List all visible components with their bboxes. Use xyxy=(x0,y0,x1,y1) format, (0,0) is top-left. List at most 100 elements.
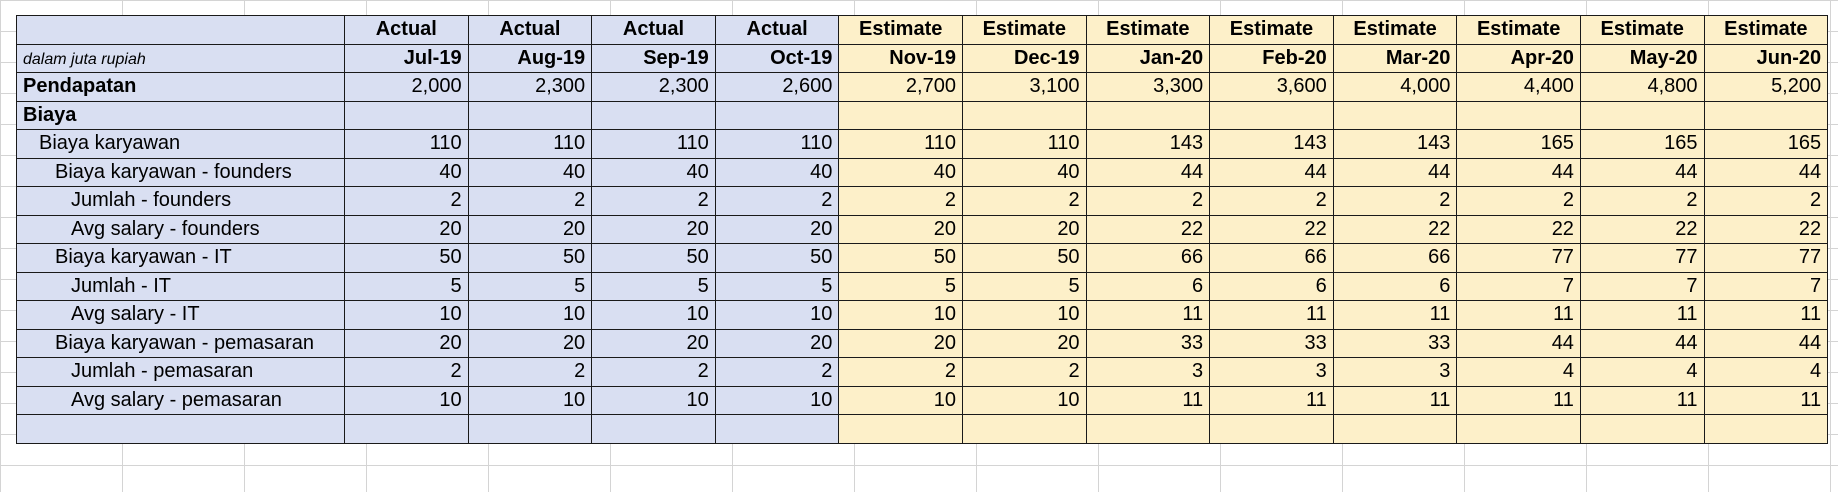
value-cell[interactable]: 2,700 xyxy=(838,72,963,102)
header-type-cell[interactable]: Actual xyxy=(344,15,469,45)
value-cell[interactable]: 11 xyxy=(1579,300,1705,330)
value-cell[interactable]: 2 xyxy=(714,186,840,216)
value-cell[interactable] xyxy=(1085,414,1211,444)
row-label-cell[interactable]: Biaya xyxy=(16,100,345,130)
value-cell[interactable]: 50 xyxy=(961,243,1087,273)
value-cell[interactable] xyxy=(467,100,593,130)
value-cell[interactable]: 3,100 xyxy=(961,72,1087,102)
value-cell[interactable]: 10 xyxy=(467,300,593,330)
value-cell[interactable]: 5 xyxy=(961,271,1087,301)
value-cell[interactable]: 44 xyxy=(1579,157,1705,187)
month-header-cell[interactable]: May-20 xyxy=(1579,43,1705,73)
row-label-cell[interactable]: Biaya karyawan - pemasaran xyxy=(16,328,345,358)
value-cell[interactable]: 5 xyxy=(838,271,963,301)
value-cell[interactable]: 110 xyxy=(591,129,716,159)
unit-note-cell[interactable]: dalam juta rupiah xyxy=(16,43,345,73)
value-cell[interactable]: 143 xyxy=(1332,129,1458,159)
value-cell[interactable]: 50 xyxy=(591,243,716,273)
value-cell[interactable] xyxy=(714,414,840,444)
value-cell[interactable]: 40 xyxy=(838,157,963,187)
value-cell[interactable]: 165 xyxy=(1579,129,1705,159)
value-cell[interactable]: 10 xyxy=(591,385,716,415)
month-header-cell[interactable]: Jan-20 xyxy=(1085,43,1211,73)
value-cell[interactable]: 2 xyxy=(1209,186,1334,216)
value-cell[interactable] xyxy=(838,100,963,130)
value-cell[interactable]: 3 xyxy=(1085,357,1211,387)
row-label-cell[interactable]: Avg salary - IT xyxy=(16,300,345,330)
month-header-cell[interactable]: Feb-20 xyxy=(1209,43,1334,73)
value-cell[interactable]: 2 xyxy=(344,357,469,387)
value-cell[interactable]: 20 xyxy=(961,328,1087,358)
row-label-cell[interactable]: Biaya karyawan - IT xyxy=(16,243,345,273)
value-cell[interactable]: 20 xyxy=(591,214,716,244)
value-cell[interactable]: 5 xyxy=(344,271,469,301)
value-cell[interactable] xyxy=(1332,100,1458,130)
header-corner-cell[interactable] xyxy=(16,15,345,45)
value-cell[interactable]: 50 xyxy=(344,243,469,273)
value-cell[interactable] xyxy=(591,414,716,444)
header-type-cell[interactable]: Actual xyxy=(467,15,593,45)
value-cell[interactable]: 5 xyxy=(467,271,593,301)
value-cell[interactable]: 20 xyxy=(467,214,593,244)
month-header-cell[interactable]: Dec-19 xyxy=(961,43,1087,73)
value-cell[interactable]: 6 xyxy=(1332,271,1458,301)
value-cell[interactable]: 10 xyxy=(961,300,1087,330)
value-cell[interactable]: 11 xyxy=(1209,385,1334,415)
value-cell[interactable]: 20 xyxy=(467,328,593,358)
value-cell[interactable]: 10 xyxy=(714,300,840,330)
value-cell[interactable]: 10 xyxy=(838,300,963,330)
value-cell[interactable]: 11 xyxy=(1456,385,1581,415)
value-cell[interactable]: 40 xyxy=(467,157,593,187)
value-cell[interactable]: 10 xyxy=(344,385,469,415)
value-cell[interactable] xyxy=(591,100,716,130)
month-header-cell[interactable]: Nov-19 xyxy=(838,43,963,73)
value-cell[interactable] xyxy=(961,414,1087,444)
value-cell[interactable]: 2 xyxy=(1703,186,1829,216)
value-cell[interactable]: 11 xyxy=(1332,300,1458,330)
value-cell[interactable]: 110 xyxy=(961,129,1087,159)
value-cell[interactable]: 10 xyxy=(344,300,469,330)
value-cell[interactable] xyxy=(1209,414,1334,444)
header-type-cell[interactable]: Estimate xyxy=(1703,15,1829,45)
value-cell[interactable]: 44 xyxy=(1085,157,1211,187)
value-cell[interactable]: 66 xyxy=(1085,243,1211,273)
header-type-cell[interactable]: Estimate xyxy=(1456,15,1581,45)
header-type-cell[interactable]: Estimate xyxy=(961,15,1087,45)
value-cell[interactable]: 40 xyxy=(591,157,716,187)
value-cell[interactable]: 20 xyxy=(714,328,840,358)
value-cell[interactable] xyxy=(1703,414,1829,444)
value-cell[interactable]: 165 xyxy=(1703,129,1829,159)
value-cell[interactable]: 11 xyxy=(1703,300,1829,330)
value-cell[interactable]: 2 xyxy=(591,186,716,216)
value-cell[interactable]: 11 xyxy=(1085,385,1211,415)
month-header-cell[interactable]: Jun-20 xyxy=(1703,43,1829,73)
value-cell[interactable]: 40 xyxy=(714,157,840,187)
header-type-cell[interactable]: Estimate xyxy=(1209,15,1334,45)
value-cell[interactable]: 66 xyxy=(1332,243,1458,273)
value-cell[interactable] xyxy=(1456,414,1581,444)
value-cell[interactable]: 20 xyxy=(714,214,840,244)
value-cell[interactable]: 2,600 xyxy=(714,72,840,102)
value-cell[interactable]: 2 xyxy=(838,357,963,387)
month-header-cell[interactable]: Aug-19 xyxy=(467,43,593,73)
value-cell[interactable]: 44 xyxy=(1209,157,1334,187)
value-cell[interactable] xyxy=(1703,100,1829,130)
value-cell[interactable]: 110 xyxy=(467,129,593,159)
value-cell[interactable]: 44 xyxy=(1456,157,1581,187)
month-header-cell[interactable]: Apr-20 xyxy=(1456,43,1581,73)
header-type-cell[interactable]: Actual xyxy=(714,15,840,45)
value-cell[interactable]: 33 xyxy=(1332,328,1458,358)
month-header-cell[interactable]: Sep-19 xyxy=(591,43,716,73)
value-cell[interactable]: 20 xyxy=(838,328,963,358)
value-cell[interactable] xyxy=(344,414,469,444)
value-cell[interactable]: 5 xyxy=(591,271,716,301)
value-cell[interactable]: 3,600 xyxy=(1209,72,1334,102)
value-cell[interactable]: 20 xyxy=(838,214,963,244)
value-cell[interactable]: 3,300 xyxy=(1085,72,1211,102)
value-cell[interactable] xyxy=(961,100,1087,130)
value-cell[interactable]: 4,000 xyxy=(1332,72,1458,102)
value-cell[interactable]: 22 xyxy=(1332,214,1458,244)
value-cell[interactable]: 2,300 xyxy=(467,72,593,102)
value-cell[interactable]: 20 xyxy=(591,328,716,358)
value-cell[interactable]: 2 xyxy=(961,357,1087,387)
